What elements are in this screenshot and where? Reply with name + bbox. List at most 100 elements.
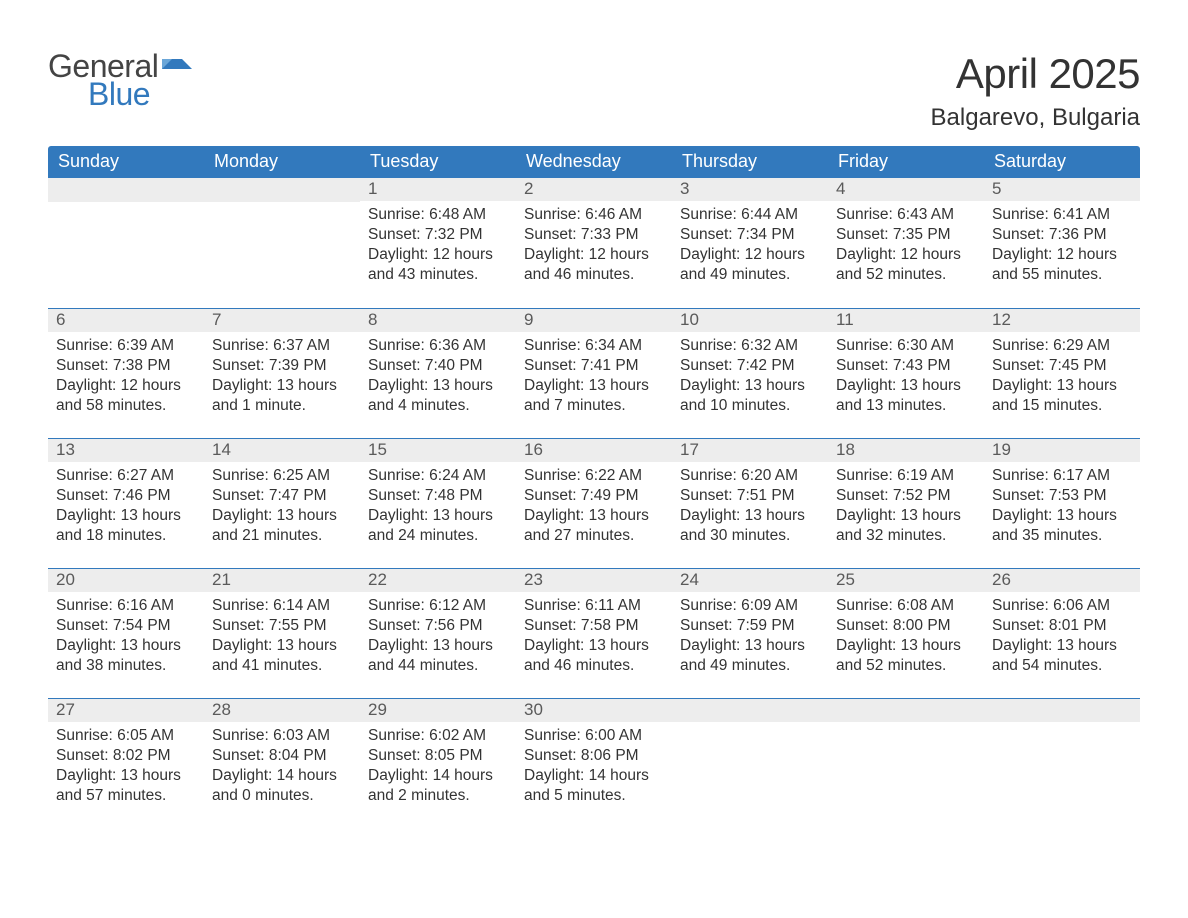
calendar-cell: 28Sunrise: 6:03 AMSunset: 8:04 PMDayligh… — [204, 698, 360, 828]
sunrise-line: Sunrise: 6:17 AM — [992, 466, 1132, 486]
sunset-line: Sunset: 8:05 PM — [368, 746, 508, 766]
sunset-line: Sunset: 7:55 PM — [212, 616, 352, 636]
daylight-line: Daylight: 13 hours and 10 minutes. — [680, 376, 820, 416]
sunset-line: Sunset: 7:59 PM — [680, 616, 820, 636]
sunset-line: Sunset: 8:01 PM — [992, 616, 1132, 636]
sunrise-line: Sunrise: 6:30 AM — [836, 336, 976, 356]
day-number: 29 — [368, 700, 387, 719]
day-number-bar: 17 — [672, 438, 828, 462]
daylight-line: Daylight: 12 hours and 52 minutes. — [836, 245, 976, 285]
day-number-bar: 28 — [204, 698, 360, 722]
day-number: 2 — [524, 179, 533, 198]
day-number: 12 — [992, 310, 1011, 329]
day-number: 26 — [992, 570, 1011, 589]
daylight-line: Daylight: 13 hours and 21 minutes. — [212, 506, 352, 546]
calendar-cell: 24Sunrise: 6:09 AMSunset: 7:59 PMDayligh… — [672, 568, 828, 698]
day-number: 1 — [368, 179, 377, 198]
sunset-line: Sunset: 8:00 PM — [836, 616, 976, 636]
brand-word-2: Blue — [88, 78, 192, 110]
day-number: 25 — [836, 570, 855, 589]
day-number: 20 — [56, 570, 75, 589]
brand-logo: General Blue — [48, 50, 192, 110]
daylight-line: Daylight: 13 hours and 7 minutes. — [524, 376, 664, 416]
calendar-cell: 10Sunrise: 6:32 AMSunset: 7:42 PMDayligh… — [672, 308, 828, 438]
daylight-line: Daylight: 13 hours and 13 minutes. — [836, 376, 976, 416]
sunrise-line: Sunrise: 6:37 AM — [212, 336, 352, 356]
day-details: Sunrise: 6:06 AMSunset: 8:01 PMDaylight:… — [984, 592, 1140, 685]
calendar-table: Sunday Monday Tuesday Wednesday Thursday… — [48, 146, 1140, 828]
calendar-cell: 8Sunrise: 6:36 AMSunset: 7:40 PMDaylight… — [360, 308, 516, 438]
day-number-bar: 1 — [360, 178, 516, 201]
calendar-cell: 21Sunrise: 6:14 AMSunset: 7:55 PMDayligh… — [204, 568, 360, 698]
sunrise-line: Sunrise: 6:46 AM — [524, 205, 664, 225]
sunrise-line: Sunrise: 6:41 AM — [992, 205, 1132, 225]
calendar-cell: 20 Sunrise: 6:16 AMSunset: 7:54 PMDayligh… — [48, 568, 204, 698]
weekday-header: Friday — [828, 146, 984, 178]
daylight-line: Daylight: 12 hours and 49 minutes. — [680, 245, 820, 285]
day-details: Sunrise: 6:22 AMSunset: 7:49 PMDaylight:… — [516, 462, 672, 555]
calendar-cell: 4Sunrise: 6:43 AMSunset: 7:35 PMDaylight… — [828, 178, 984, 308]
daylight-line: Daylight: 12 hours and 46 minutes. — [524, 245, 664, 285]
calendar-cell: 7 Sunrise: 6:37 AMSunset: 7:39 PMDaylight… — [204, 308, 360, 438]
sunset-line: Sunset: 7:56 PM — [368, 616, 508, 636]
calendar-cell: 29 Sunrise: 6:02 AMSunset: 8:05 PMDayligh… — [360, 698, 516, 828]
location-subtitle: Balgarevo, Bulgaria — [931, 104, 1140, 132]
day-number-bar — [828, 698, 984, 722]
day-number-bar — [984, 698, 1140, 722]
daylight-line: Daylight: 13 hours and 24 minutes. — [368, 506, 508, 546]
day-number-bar: 14 — [204, 438, 360, 462]
calendar-cell: 9Sunrise: 6:34 AMSunset: 7:41 PMDaylight… — [516, 308, 672, 438]
day-number: 14 — [212, 440, 231, 459]
day-details: Sunrise: 6:20 AMSunset: 7:51 PMDaylight:… — [672, 462, 828, 555]
sunset-line: Sunset: 7:48 PM — [368, 486, 508, 506]
day-number-bar: 25 — [828, 568, 984, 592]
daylight-line: Daylight: 13 hours and 44 minutes. — [368, 636, 508, 676]
day-number: 22 — [368, 570, 387, 589]
calendar-cell — [48, 178, 204, 308]
weekday-header-row: Sunday Monday Tuesday Wednesday Thursday… — [48, 146, 1140, 178]
daylight-line: Daylight: 13 hours and 49 minutes. — [680, 636, 820, 676]
daylight-line: Daylight: 14 hours and 2 minutes. — [368, 766, 508, 806]
day-number: 4 — [836, 179, 845, 198]
day-number-bar: 9 — [516, 308, 672, 332]
sunrise-line: Sunrise: 6:22 AM — [524, 466, 664, 486]
day-number-bar: 20 — [48, 568, 204, 592]
sunrise-line: Sunrise: 6:20 AM — [680, 466, 820, 486]
calendar-cell: 5Sunrise: 6:41 AMSunset: 7:36 PMDaylight… — [984, 178, 1140, 308]
sunset-line: Sunset: 7:53 PM — [992, 486, 1132, 506]
day-details: Sunrise: 6:39 AMSunset: 7:38 PMDaylight:… — [48, 332, 204, 425]
day-details: Sunrise: 6:27 AMSunset: 7:46 PMDaylight:… — [48, 462, 204, 555]
day-number-bar: 19 — [984, 438, 1140, 462]
sunrise-line: Sunrise: 6:25 AM — [212, 466, 352, 486]
day-number-bar: 4 — [828, 178, 984, 201]
calendar-cell: 18 Sunrise: 6:19 AMSunset: 7:52 PMDayligh… — [828, 438, 984, 568]
day-number: 7 — [212, 310, 221, 329]
day-number-bar: 16 — [516, 438, 672, 462]
calendar-week-row: 27Sunrise: 6:05 AMSunset: 8:02 PMDayligh… — [48, 698, 1140, 828]
day-details: Sunrise: 6:08 AMSunset: 8:00 PMDaylight:… — [828, 592, 984, 685]
day-details: Sunrise: 6:19 AMSunset: 7:52 PMDaylight:… — [828, 462, 984, 555]
sunset-line: Sunset: 8:02 PM — [56, 746, 196, 766]
day-details: Sunrise: 6:24 AMSunset: 7:48 PMDaylight:… — [360, 462, 516, 555]
day-number-bar — [204, 178, 360, 202]
day-details: Sunrise: 6:37 AMSunset: 7:39 PMDaylight:… — [204, 332, 360, 425]
calendar-cell: 15Sunrise: 6:24 AMSunset: 7:48 PMDayligh… — [360, 438, 516, 568]
calendar-cell: 13Sunrise: 6:27 AMSunset: 7:46 PMDayligh… — [48, 438, 204, 568]
day-details: Sunrise: 6:16 AMSunset: 7:54 PMDaylight:… — [48, 592, 204, 685]
sunrise-line: Sunrise: 6:48 AM — [368, 205, 508, 225]
sunset-line: Sunset: 7:35 PM — [836, 225, 976, 245]
day-number: 10 — [680, 310, 699, 329]
sunrise-line: Sunrise: 6:06 AM — [992, 596, 1132, 616]
sunrise-line: Sunrise: 6:16 AM — [56, 596, 196, 616]
day-details: Sunrise: 6:05 AMSunset: 8:02 PMDaylight:… — [48, 722, 204, 815]
day-number: 18 — [836, 440, 855, 459]
calendar-cell: 12Sunrise: 6:29 AMSunset: 7:45 PMDayligh… — [984, 308, 1140, 438]
calendar-cell: 16Sunrise: 6:22 AMSunset: 7:49 PMDayligh… — [516, 438, 672, 568]
day-number-bar: 2 — [516, 178, 672, 201]
day-number-bar: 27 — [48, 698, 204, 722]
day-details: Sunrise: 6:02 AMSunset: 8:05 PMDaylight:… — [360, 722, 516, 815]
day-details: Sunrise: 6:46 AMSunset: 7:33 PMDaylight:… — [516, 201, 672, 294]
daylight-line: Daylight: 13 hours and 1 minute. — [212, 376, 352, 416]
calendar-cell — [672, 698, 828, 828]
day-number: 21 — [212, 570, 231, 589]
